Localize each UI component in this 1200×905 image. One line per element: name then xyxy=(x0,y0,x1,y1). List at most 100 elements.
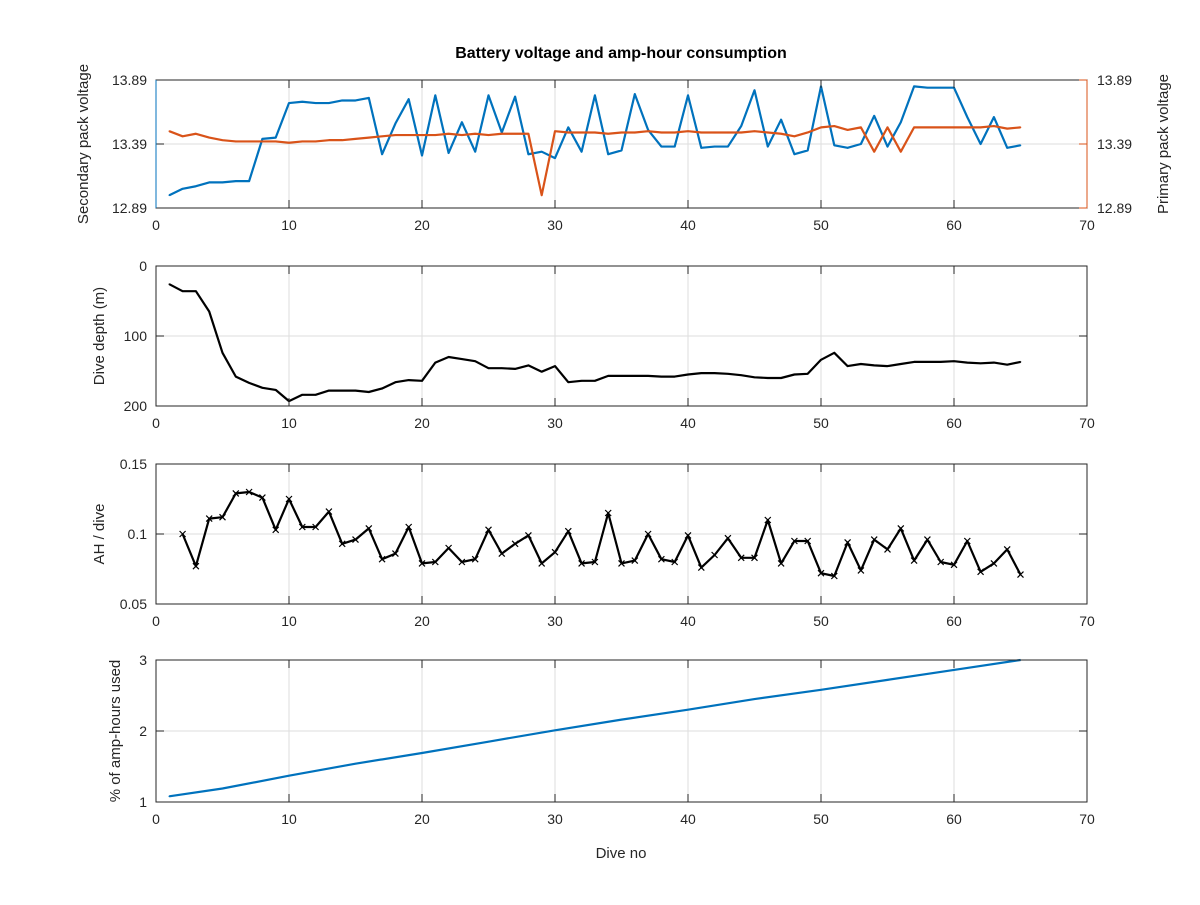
data-point xyxy=(434,94,437,97)
data-point xyxy=(567,126,570,129)
data-point xyxy=(846,365,849,367)
y-tick-label: 1 xyxy=(139,794,147,810)
data-point-marker xyxy=(232,489,240,497)
data-point xyxy=(993,116,995,118)
data-point-marker xyxy=(977,568,985,576)
data-point xyxy=(354,762,357,765)
data-point xyxy=(820,359,822,361)
data-point xyxy=(820,126,822,129)
data-point xyxy=(540,370,543,373)
data-point xyxy=(886,145,889,148)
y-tick-label-right: 13.89 xyxy=(1097,72,1132,88)
data-point xyxy=(514,95,516,98)
data-point xyxy=(341,389,344,392)
data-point xyxy=(261,140,264,143)
data-point-marker xyxy=(391,550,399,558)
data-point xyxy=(235,180,237,182)
data-point xyxy=(354,99,357,102)
data-point-marker xyxy=(830,572,838,580)
data-point xyxy=(806,373,809,375)
data-point xyxy=(208,310,210,313)
data-point xyxy=(368,97,370,99)
data-point-marker xyxy=(963,537,971,545)
data-point-marker xyxy=(697,564,705,572)
data-point xyxy=(501,367,503,370)
data-point xyxy=(634,375,636,377)
data-point-marker xyxy=(578,559,586,567)
data-point xyxy=(288,102,290,104)
x-tick-label: 40 xyxy=(680,613,696,629)
data-point xyxy=(953,360,955,363)
data-point xyxy=(221,787,224,790)
data-point-marker xyxy=(1003,545,1011,553)
data-point xyxy=(288,141,290,144)
data-point-marker xyxy=(258,494,266,502)
data-point-marker xyxy=(192,562,200,570)
data-point xyxy=(753,130,756,132)
y-tick-label: 2 xyxy=(139,723,147,739)
y-tick-label: 13.89 xyxy=(112,72,147,88)
data-point xyxy=(328,139,330,141)
data-point-marker xyxy=(524,531,532,539)
data-point xyxy=(939,126,942,129)
y-tick-label-right: 13.39 xyxy=(1097,136,1132,152)
data-point-marker xyxy=(897,524,905,532)
data-point xyxy=(394,134,397,136)
x-tick-label: 0 xyxy=(152,415,160,431)
data-point xyxy=(713,131,716,134)
data-point xyxy=(447,132,450,135)
data-point xyxy=(248,382,250,384)
data-point xyxy=(487,94,490,97)
data-point-marker xyxy=(990,559,998,567)
data-point xyxy=(527,153,530,156)
data-point xyxy=(727,131,729,134)
x-tick-label: 10 xyxy=(281,415,297,431)
data-point xyxy=(368,391,370,393)
data-point xyxy=(594,131,596,134)
data-point xyxy=(580,131,583,134)
data-point-marker xyxy=(205,515,213,523)
series-line-panel3-0 xyxy=(181,490,1022,578)
data-point-marker xyxy=(471,555,479,563)
data-point xyxy=(514,368,516,370)
data-point xyxy=(168,283,171,286)
data-point xyxy=(341,99,344,102)
data-point xyxy=(554,130,556,132)
data-point xyxy=(181,290,184,293)
data-point xyxy=(181,188,184,190)
data-point xyxy=(274,136,277,139)
y-tick-label: 0.1 xyxy=(128,526,148,542)
data-point xyxy=(979,126,982,129)
data-point xyxy=(687,373,689,376)
data-point xyxy=(381,135,383,138)
x-tick-label: 70 xyxy=(1079,415,1095,431)
data-point xyxy=(660,131,663,134)
data-point xyxy=(235,140,237,143)
data-point xyxy=(727,373,729,375)
data-point xyxy=(208,136,210,139)
data-point xyxy=(900,363,902,365)
data-point xyxy=(274,140,277,143)
data-point-marker xyxy=(604,509,612,517)
data-point xyxy=(634,93,636,95)
y-tick-label: 0 xyxy=(139,258,147,274)
data-point xyxy=(487,740,490,743)
data-point-marker xyxy=(857,566,865,574)
data-point xyxy=(328,102,330,104)
data-point xyxy=(474,150,477,153)
data-point xyxy=(926,126,929,129)
data-point xyxy=(860,363,862,365)
data-point xyxy=(261,387,264,389)
y-axis-label: AH / dive xyxy=(91,504,108,565)
x-tick-label: 20 xyxy=(414,613,430,629)
data-point xyxy=(168,795,171,798)
data-point xyxy=(314,394,317,396)
data-point xyxy=(620,131,623,134)
data-point-marker xyxy=(817,569,825,577)
data-point xyxy=(381,387,383,390)
data-point xyxy=(221,139,224,141)
data-point-marker xyxy=(538,559,546,567)
data-point-marker xyxy=(910,557,918,565)
